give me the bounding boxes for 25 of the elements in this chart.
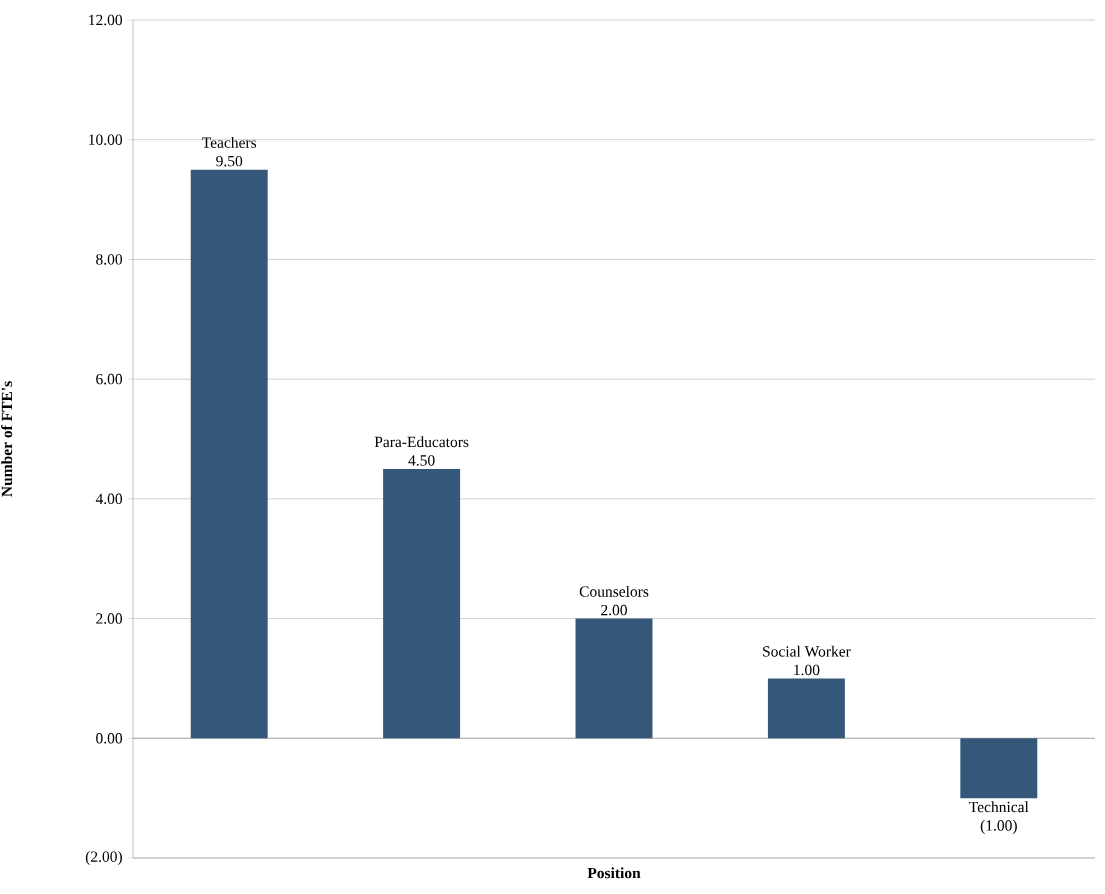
x-axis-title: Position xyxy=(587,867,641,879)
bar xyxy=(190,169,268,739)
y-tick-label: 10.00 xyxy=(89,134,123,145)
y-tick-label: 8.00 xyxy=(96,254,123,265)
data-label: 2.00 xyxy=(601,604,627,616)
bar xyxy=(767,678,845,739)
data-label: 9.50 xyxy=(216,155,243,167)
data-label: 1.00 xyxy=(794,664,820,676)
data-label: (1.00) xyxy=(980,819,1017,834)
y-tick-label: 2.00 xyxy=(96,613,123,624)
x-tick-label: Counselors xyxy=(579,585,649,597)
x-tick-label: Para-Educators xyxy=(374,436,469,448)
x-tick-label: Technical xyxy=(969,801,1029,813)
x-tick-label: Social Worker xyxy=(763,645,851,657)
bar xyxy=(960,738,1038,799)
y-tick-label: 6.00 xyxy=(96,373,123,385)
y-tick-label: (2.00) xyxy=(85,850,122,866)
y-tick-label: 12.00 xyxy=(89,14,123,26)
data-label: 4.50 xyxy=(408,455,435,466)
bar xyxy=(383,468,461,739)
y-tick-label: 0.00 xyxy=(96,733,123,744)
x-tick-label: Teachers xyxy=(202,136,257,148)
bar xyxy=(575,618,653,739)
y-tick-label: 4.00 xyxy=(95,493,123,505)
y-axis-title: Number of FTE's xyxy=(1,381,13,497)
